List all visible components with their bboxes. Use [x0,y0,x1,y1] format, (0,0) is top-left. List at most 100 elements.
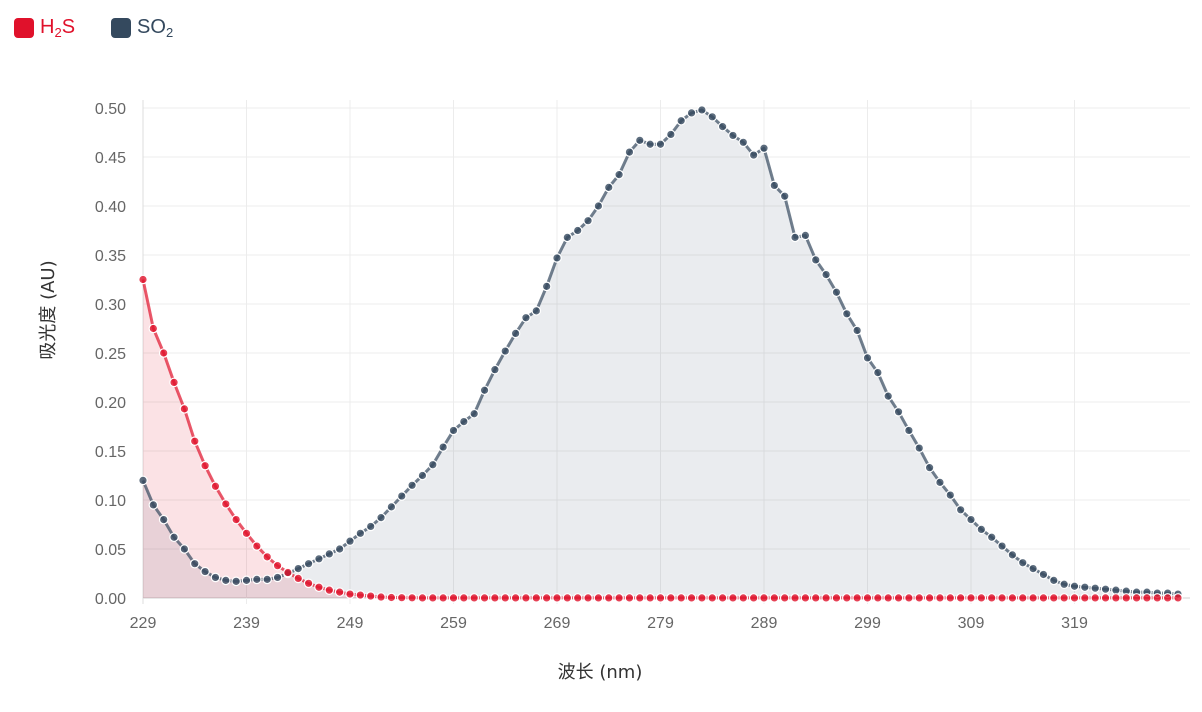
data-point-h2s[interactable] [438,593,448,603]
data-point-h2s[interactable] [500,593,511,603]
data-point-h2s[interactable] [655,593,666,603]
data-point-so2[interactable] [666,129,676,140]
data-point-so2[interactable] [779,191,790,201]
data-point-h2s[interactable] [231,514,241,525]
data-point-h2s[interactable] [1152,593,1163,603]
data-point-h2s[interactable] [541,593,552,603]
data-point-h2s[interactable] [593,593,604,603]
data-point-so2[interactable] [986,532,997,543]
data-point-h2s[interactable] [914,593,925,603]
data-point-h2s[interactable] [645,593,655,603]
data-point-h2s[interactable] [469,593,479,603]
data-point-so2[interactable] [490,364,500,375]
data-point-h2s[interactable] [531,593,542,603]
data-point-so2[interactable] [924,462,935,473]
data-point-h2s[interactable] [334,587,345,597]
data-point-h2s[interactable] [490,593,500,603]
data-point-so2[interactable] [148,500,159,510]
data-point-h2s[interactable] [572,593,583,603]
data-point-h2s[interactable] [1049,593,1059,603]
data-point-h2s[interactable] [1090,593,1100,603]
data-point-so2[interactable] [200,566,210,577]
data-point-h2s[interactable] [355,590,366,600]
data-point-so2[interactable] [179,544,190,554]
data-point-h2s[interactable] [552,593,562,603]
data-point-so2[interactable] [634,135,645,146]
data-point-h2s[interactable] [697,593,707,603]
data-point-so2[interactable] [1069,581,1080,592]
data-point-so2[interactable] [293,563,304,574]
data-point-so2[interactable] [800,230,811,241]
data-point-so2[interactable] [1049,575,1059,586]
data-point-so2[interactable] [893,406,904,417]
data-point-h2s[interactable] [769,593,780,603]
data-point-so2[interactable] [210,572,221,583]
data-point-so2[interactable] [614,169,624,180]
data-point-h2s[interactable] [966,593,976,603]
data-point-so2[interactable] [541,281,552,292]
data-point-h2s[interactable] [221,499,231,509]
data-point-so2[interactable] [572,225,583,236]
data-point-h2s[interactable] [169,377,179,388]
data-point-so2[interactable] [645,139,655,150]
data-point-h2s[interactable] [634,593,645,603]
data-point-so2[interactable] [324,549,335,559]
data-point-h2s[interactable] [707,593,718,603]
data-point-so2[interactable] [189,558,200,569]
data-point-so2[interactable] [945,490,956,500]
data-point-h2s[interactable] [862,593,873,603]
data-point-so2[interactable] [914,443,925,453]
data-point-h2s[interactable] [158,348,169,358]
data-point-so2[interactable] [955,504,966,515]
data-point-h2s[interactable] [1142,593,1152,603]
data-point-h2s[interactable] [624,593,635,603]
data-point-so2[interactable] [241,575,252,586]
data-point-so2[interactable] [790,232,800,243]
data-point-so2[interactable] [262,574,272,585]
data-point-h2s[interactable] [1162,593,1173,603]
legend-item-so2[interactable]: SO2 [111,16,173,40]
data-point-so2[interactable] [624,147,635,157]
data-point-h2s[interactable] [396,592,407,603]
data-point-so2[interactable] [686,108,697,118]
data-point-so2[interactable] [334,544,345,554]
data-point-so2[interactable] [1080,582,1090,593]
data-point-so2[interactable] [852,325,862,336]
data-point-so2[interactable] [314,553,324,564]
data-point-h2s[interactable] [924,593,935,603]
data-point-so2[interactable] [231,576,241,587]
data-point-h2s[interactable] [1121,593,1132,603]
data-point-h2s[interactable] [1038,593,1049,603]
data-point-so2[interactable] [386,502,397,512]
data-point-so2[interactable] [272,572,283,583]
data-point-so2[interactable] [438,442,448,452]
data-point-so2[interactable] [407,480,417,491]
data-point-so2[interactable] [862,353,873,363]
data-point-so2[interactable] [707,112,718,122]
data-point-h2s[interactable] [427,593,438,603]
data-point-so2[interactable] [521,312,531,323]
data-point-h2s[interactable] [314,582,324,593]
data-point-so2[interactable] [345,536,355,546]
data-point-h2s[interactable] [821,593,831,603]
data-point-h2s[interactable] [583,593,593,603]
data-point-h2s[interactable] [262,552,272,562]
data-point-h2s[interactable] [303,578,314,589]
data-point-h2s[interactable] [790,593,800,603]
data-point-h2s[interactable] [997,593,1007,603]
data-point-h2s[interactable] [1059,593,1069,603]
data-point-so2[interactable] [676,115,686,126]
data-point-h2s[interactable] [448,593,459,603]
data-point-h2s[interactable] [1100,593,1111,603]
data-point-so2[interactable] [997,541,1007,551]
data-point-so2[interactable] [459,416,469,427]
data-point-so2[interactable] [169,532,179,543]
data-point-so2[interactable] [904,425,914,436]
data-point-h2s[interactable] [728,593,738,603]
data-point-h2s[interactable] [738,593,749,603]
data-point-h2s[interactable] [986,593,997,603]
data-point-h2s[interactable] [179,404,190,414]
data-point-h2s[interactable] [417,593,428,603]
data-point-h2s[interactable] [904,593,914,603]
data-point-so2[interactable] [469,408,479,419]
